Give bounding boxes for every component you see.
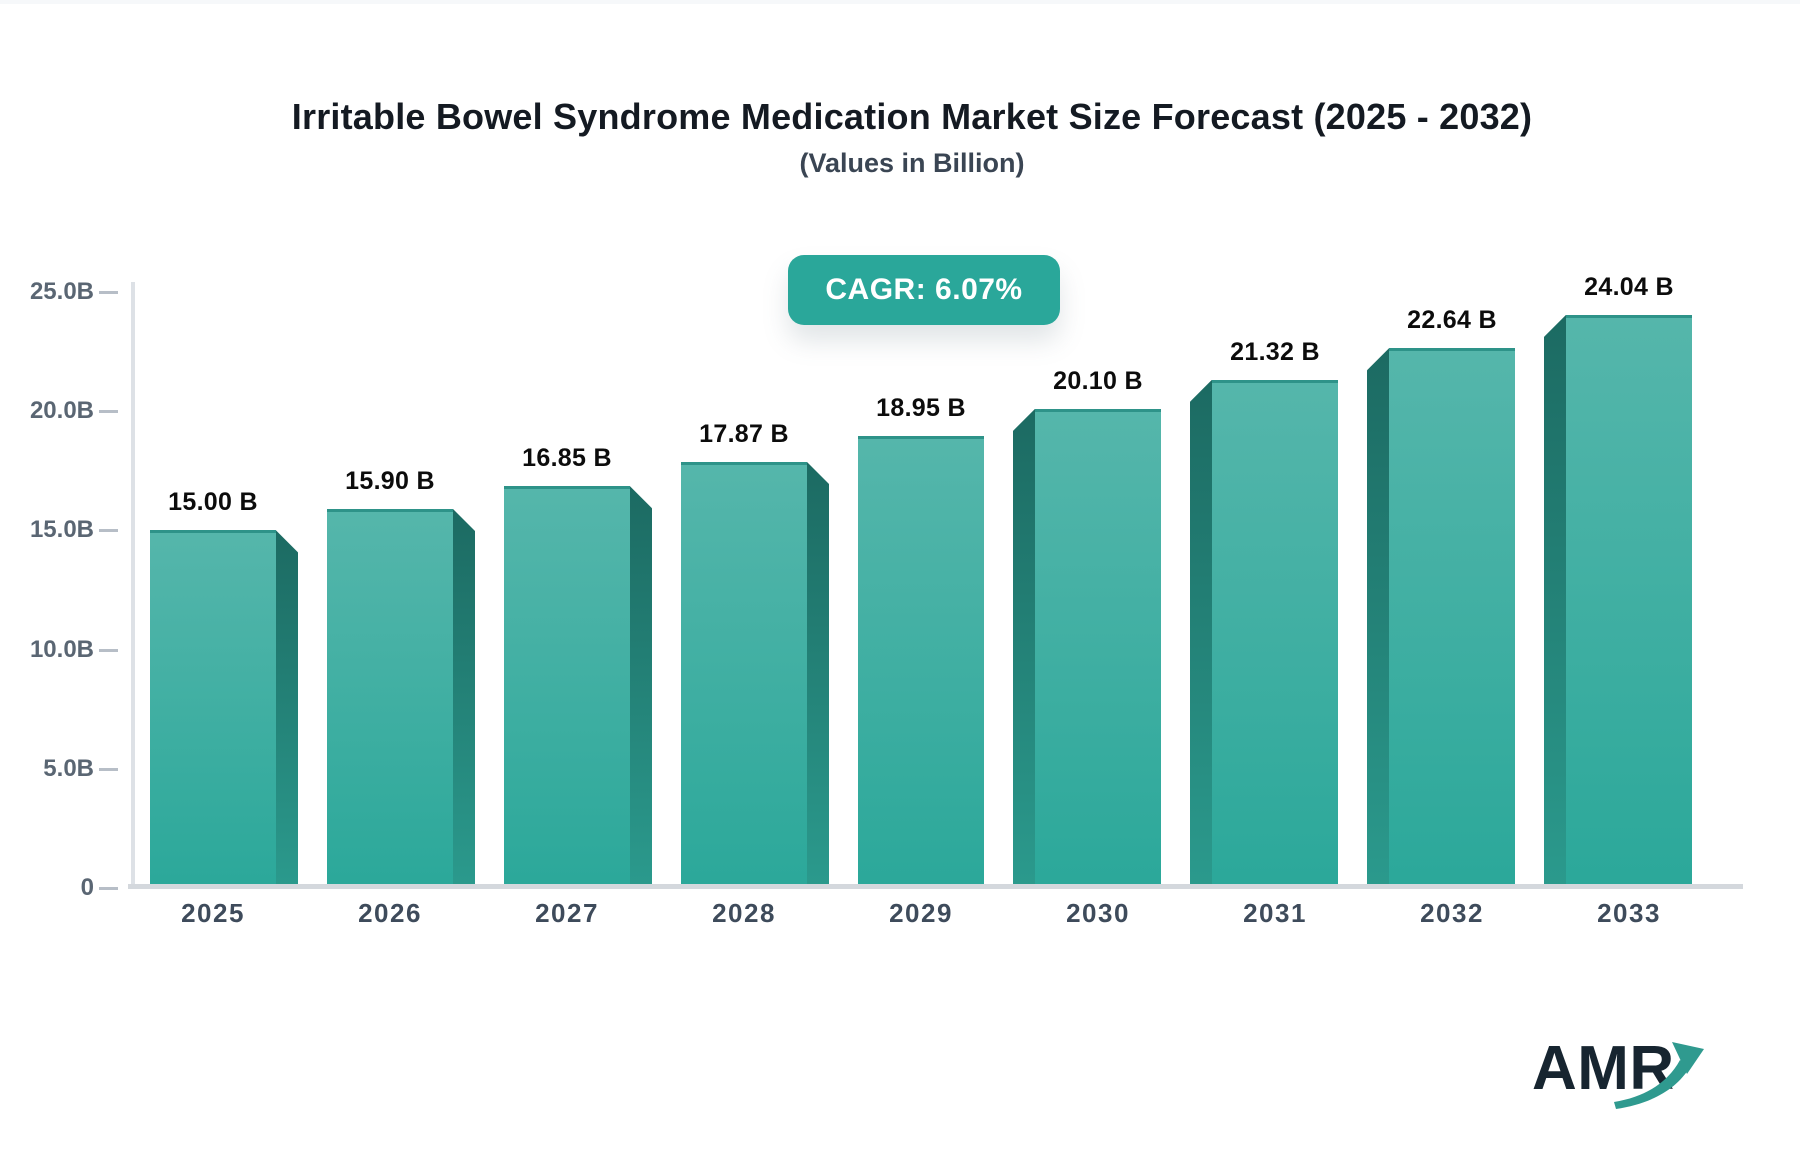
x-axis-category-label: 2027 bbox=[535, 898, 599, 928]
x-axis-category-label: 2030 bbox=[1066, 898, 1130, 928]
y-axis-tick-label: 15.0B bbox=[29, 516, 94, 544]
bar-value-label: 18.95 B bbox=[876, 394, 966, 423]
bar-value-label: 24.04 B bbox=[1584, 272, 1674, 301]
x-axis-category-label: 2032 bbox=[1420, 898, 1484, 928]
x-axis-category-label: 2028 bbox=[712, 898, 776, 928]
bar-side-face bbox=[1544, 314, 1566, 888]
y-axis-tick-label: 5.0B bbox=[43, 754, 94, 782]
x-axis-category-label: 2025 bbox=[181, 898, 245, 928]
bar-value-label: 20.10 B bbox=[1053, 366, 1143, 395]
bar-side-face bbox=[807, 461, 829, 888]
bar-value-label: 17.87 B bbox=[699, 419, 789, 448]
page-top-strip bbox=[0, 0, 1800, 4]
x-axis-baseline bbox=[128, 884, 1743, 889]
bar bbox=[858, 436, 984, 888]
y-axis-tick-label: 0 bbox=[80, 874, 94, 901]
bar bbox=[1212, 379, 1338, 888]
y-axis-tick-label: 25.0B bbox=[29, 278, 94, 305]
bar-value-label: 15.00 B bbox=[168, 488, 258, 517]
bar bbox=[1566, 314, 1692, 888]
amr-logo: AMR bbox=[1532, 1034, 1722, 1114]
bar bbox=[504, 486, 630, 888]
bar-value-label: 15.90 B bbox=[345, 466, 435, 495]
bar-value-label: 22.64 B bbox=[1407, 306, 1497, 335]
x-axis-category-label: 2033 bbox=[1597, 898, 1661, 928]
bar-side-face bbox=[1013, 408, 1035, 888]
y-axis-tick bbox=[99, 648, 118, 652]
cagr-badge-label: CAGR: 6.07% bbox=[825, 273, 1023, 306]
chart-subtitle: (Values in Billion) bbox=[799, 148, 1025, 178]
bar bbox=[327, 508, 453, 888]
trend-up-arrow-icon bbox=[1614, 1042, 1704, 1109]
y-axis-line bbox=[131, 282, 135, 888]
bar-side-face bbox=[1367, 348, 1389, 888]
bar-side-face bbox=[630, 486, 652, 888]
bar-side-face bbox=[1190, 379, 1212, 888]
bar-side-face bbox=[276, 530, 298, 888]
y-axis-tick-label: 20.0B bbox=[29, 397, 94, 425]
y-axis-tick bbox=[99, 410, 118, 414]
bar bbox=[1035, 408, 1161, 888]
bar bbox=[1389, 348, 1515, 888]
bar-side-face bbox=[453, 508, 475, 888]
y-axis-tick bbox=[99, 291, 118, 294]
y-axis-tick bbox=[99, 887, 118, 890]
x-axis-category-label: 2026 bbox=[358, 898, 422, 928]
bar bbox=[681, 461, 807, 888]
x-axis-category-label: 2029 bbox=[889, 898, 953, 928]
y-axis-tick bbox=[99, 767, 118, 771]
y-axis-tick bbox=[99, 529, 118, 533]
chart-title: Irritable Bowel Syndrome Medication Mark… bbox=[291, 96, 1533, 137]
y-axis-tick-label: 10.0B bbox=[29, 635, 94, 663]
bar-value-label: 16.85 B bbox=[522, 444, 612, 473]
cagr-badge: CAGR: 6.07% bbox=[788, 255, 1060, 325]
bar bbox=[150, 530, 276, 888]
x-axis-category-label: 2031 bbox=[1243, 898, 1307, 928]
bar-value-label: 21.32 B bbox=[1230, 337, 1320, 366]
